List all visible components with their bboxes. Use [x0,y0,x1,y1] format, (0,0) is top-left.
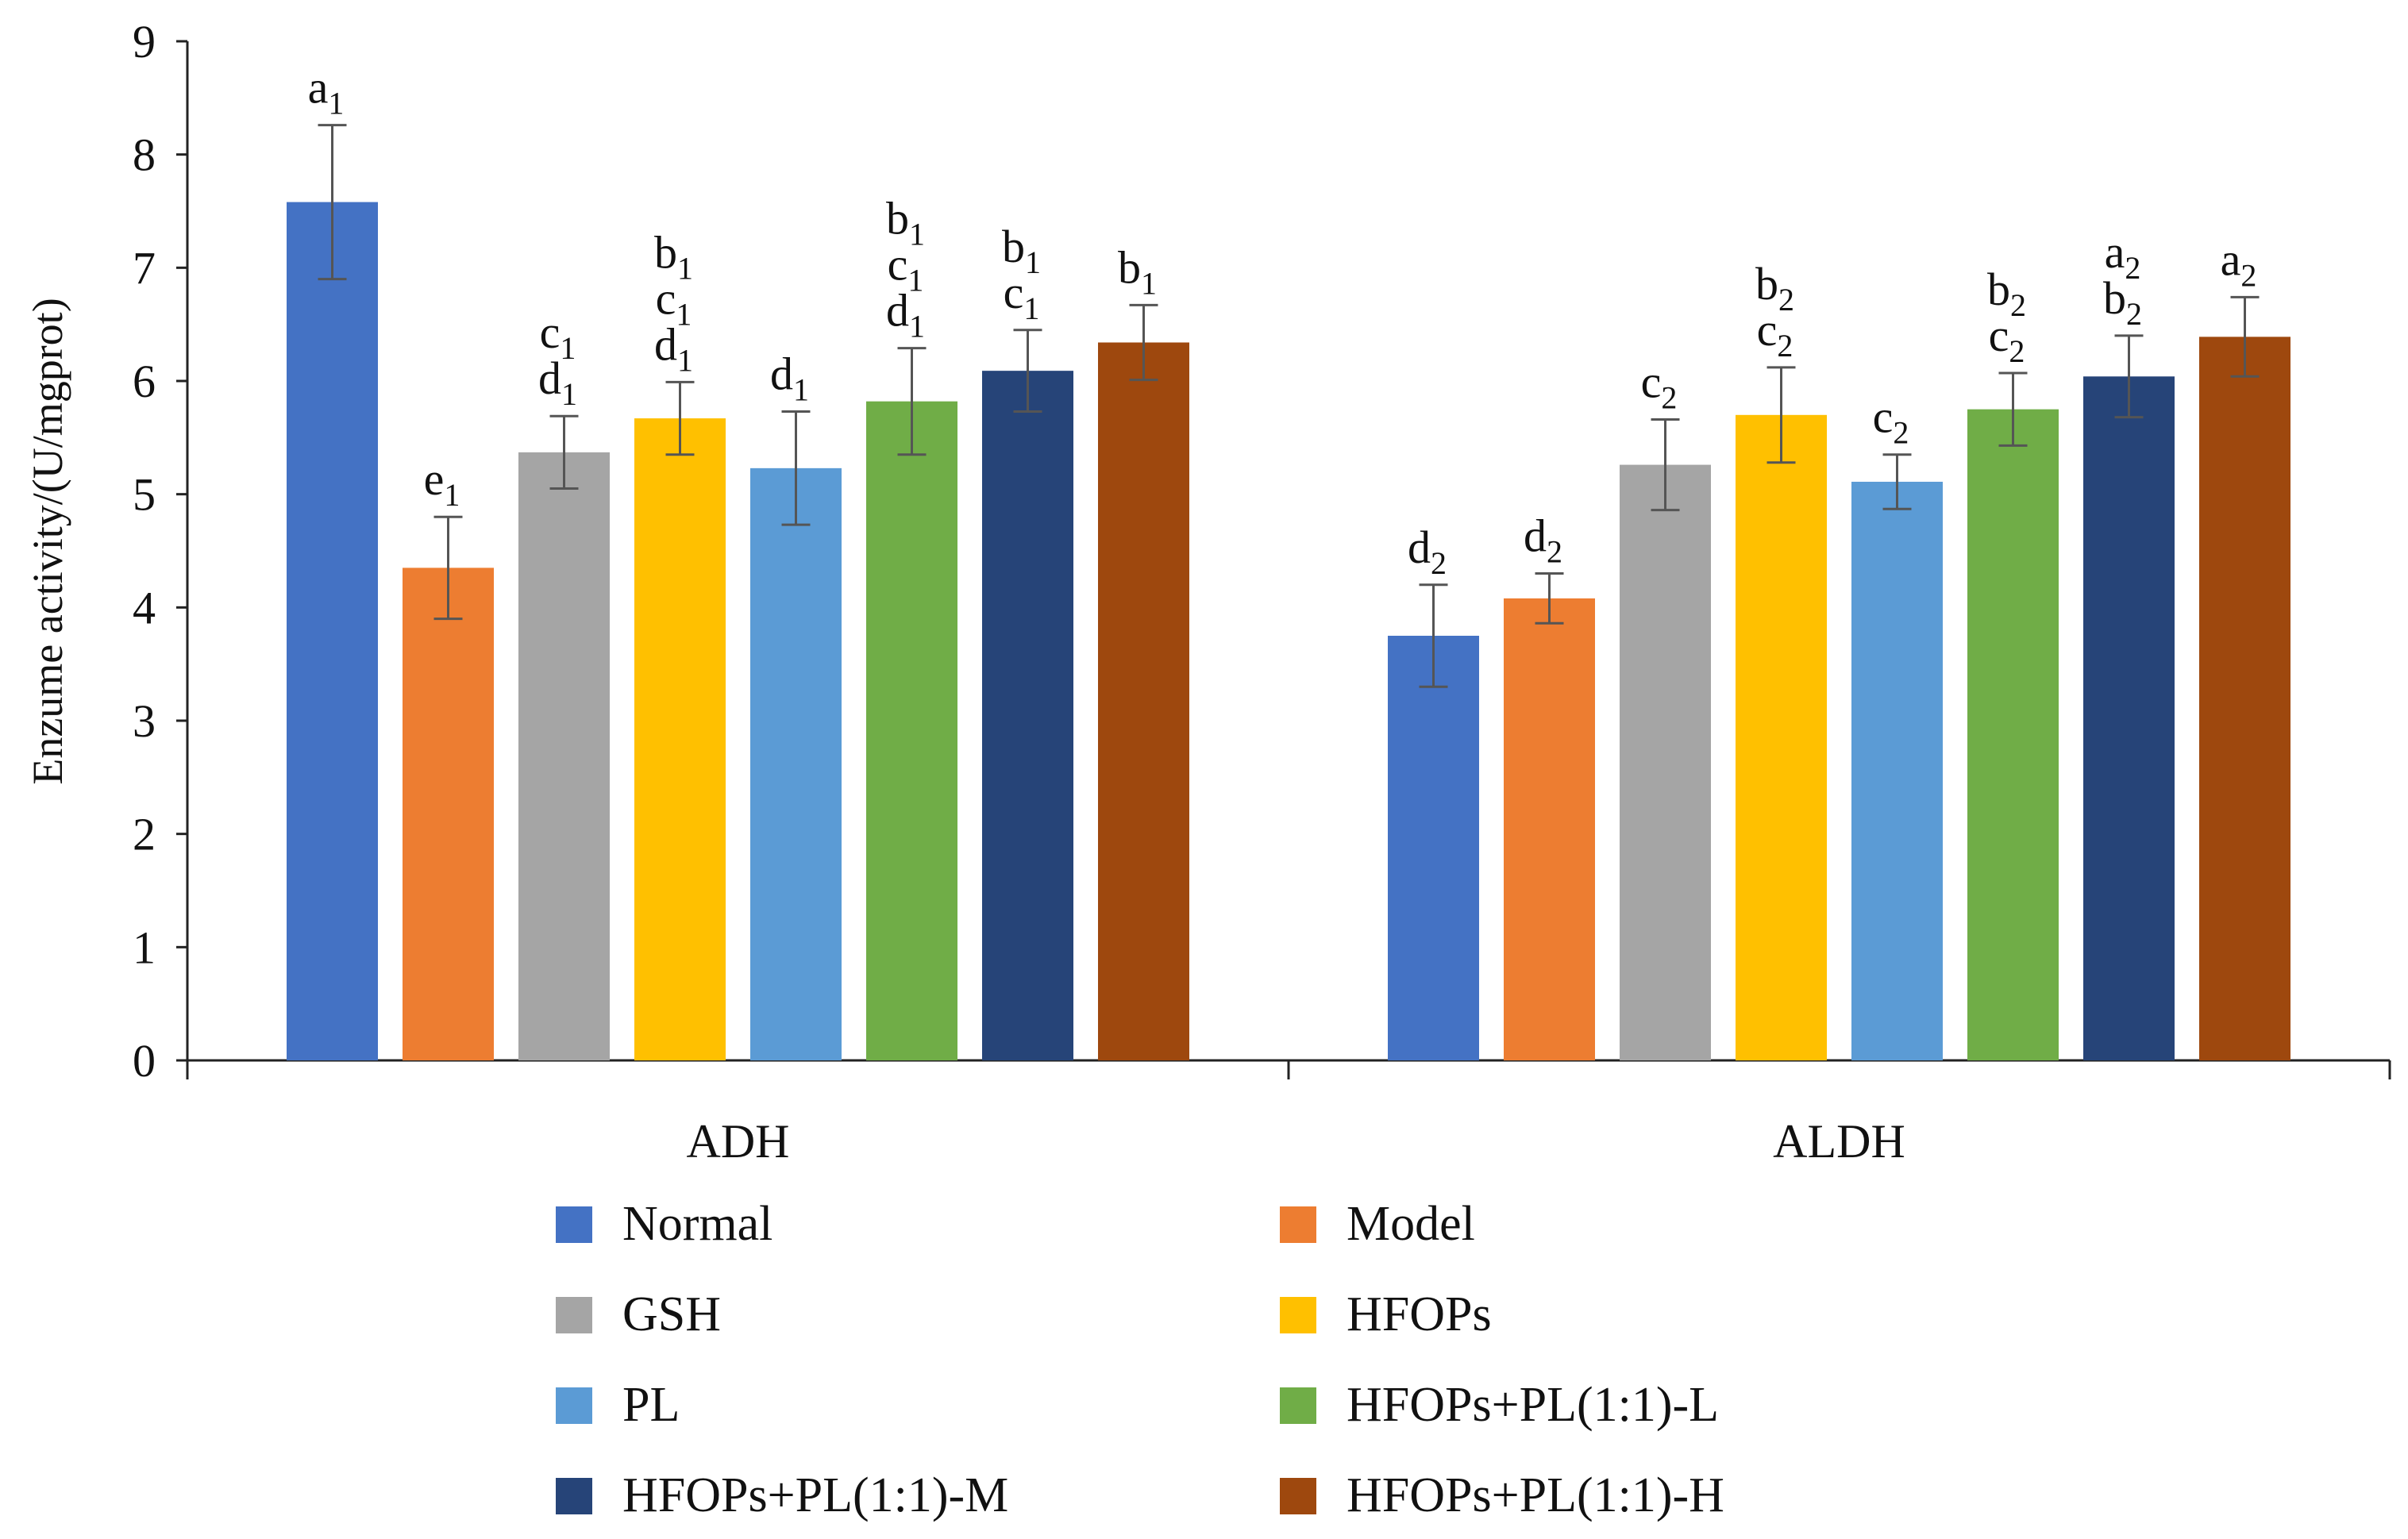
error-bar [897,347,927,456]
x-tick-label: ADH [687,1115,790,1168]
bars [287,202,2290,1060]
legend: Normal Model GSH HFOPs PL HFOPs+PL(1:1)-L HFOP… [556,1197,1724,1522]
legend-swatch [556,1297,592,1333]
y-tick-label: 3 [133,695,156,747]
bar-adh-2 [403,568,494,1060]
y-axis-label: Enzume activity/(U/mgprot) [24,298,71,784]
bar-adh-3 [518,452,610,1060]
x-tick-label: ALDH [1773,1115,1905,1168]
significance-label: d2 [1408,521,1447,581]
legend-entry: HFOPs+PL(1:1)-L [1280,1378,1719,1432]
bar-aldh-7 [2083,376,2175,1060]
bar-adh-1 [287,202,378,1060]
legend-label: HFOPs+PL(1:1)-L [1347,1378,1719,1432]
y-axis: 0 1 2 3 4 5 6 7 8 9 [133,16,189,1087]
y-tick-label: 7 [133,242,156,294]
significance-label: a1 [308,62,345,121]
bar-aldh-4 [1736,414,1827,1060]
bar-aldh-3 [1620,464,1711,1060]
legend-entry: HFOPs [1280,1287,1492,1341]
y-tick-label: 9 [133,16,156,67]
error-bar [1998,371,2028,447]
bar-aldh-6 [1967,409,2059,1060]
legend-entry: HFOPs+PL(1:1)-H [1280,1468,1724,1522]
significance-label: d2 [1524,510,1562,570]
bar-adh-4 [634,418,726,1060]
legend-swatch [556,1206,592,1243]
error-bar [1535,572,1564,625]
legend-entry: GSH [556,1287,721,1341]
y-tick-label: 1 [133,921,156,973]
error-bar [1419,583,1448,688]
y-tick-label: 0 [133,1035,156,1087]
error-bar [1129,303,1158,382]
bar-adh-7 [982,371,1073,1060]
significance-label: c2 [1641,356,1678,416]
bar-aldh-8 [2199,337,2290,1060]
legend-label: Normal [622,1197,772,1251]
error-bar [1767,366,1796,464]
error-bar [433,515,463,621]
error-bar [318,124,347,281]
significance-label: d1 [770,348,809,408]
y-tick-label: 4 [133,582,156,633]
error-bar [665,380,695,456]
legend-swatch [1280,1297,1316,1333]
legend-swatch [1280,1206,1316,1243]
significance-label: a2 [2221,233,2257,293]
legend-entry: PL [556,1378,680,1432]
error-bars [318,124,2260,688]
y-tick-label: 8 [133,129,156,181]
bar-adh-8 [1098,342,1189,1060]
legend-swatch [556,1478,592,1514]
legend-label: HFOPs+PL(1:1)-M [622,1468,1008,1522]
significance-label: b1 [1118,241,1157,301]
bar-aldh-5 [1851,481,1943,1060]
legend-swatch [1280,1387,1316,1424]
legend-label: HFOPs [1347,1287,1492,1341]
bar-adh-5 [750,467,842,1060]
error-bar [1651,418,1680,512]
legend-entry: Model [1280,1197,1475,1251]
error-bar [2230,295,2260,378]
legend-label: Model [1347,1197,1475,1251]
legend-label: PL [622,1378,680,1432]
x-axis: ADH ALDH [186,1059,2391,1168]
legend-entry: HFOPs+PL(1:1)-M [556,1468,1008,1522]
bar-adh-6 [866,401,957,1060]
legend-swatch [1280,1478,1316,1514]
error-bar [549,414,579,491]
bar-aldh-2 [1504,598,1595,1060]
significance-label: c2 [1873,391,1909,451]
legend-swatch [556,1387,592,1424]
error-bar [1882,453,1912,510]
legend-entry: Normal [556,1197,772,1251]
error-bar [2114,334,2144,419]
bar-aldh-1 [1388,636,1479,1060]
y-tick-label: 5 [133,469,156,521]
error-bar [781,410,811,526]
legend-label: GSH [622,1287,721,1341]
significance-label: e1 [424,453,460,513]
error-bar [1013,329,1042,414]
y-tick-label: 2 [133,809,156,860]
y-tick-label: 6 [133,356,156,407]
significance-label: d1 [538,352,577,412]
legend-label: HFOPs+PL(1:1)-H [1347,1468,1724,1522]
